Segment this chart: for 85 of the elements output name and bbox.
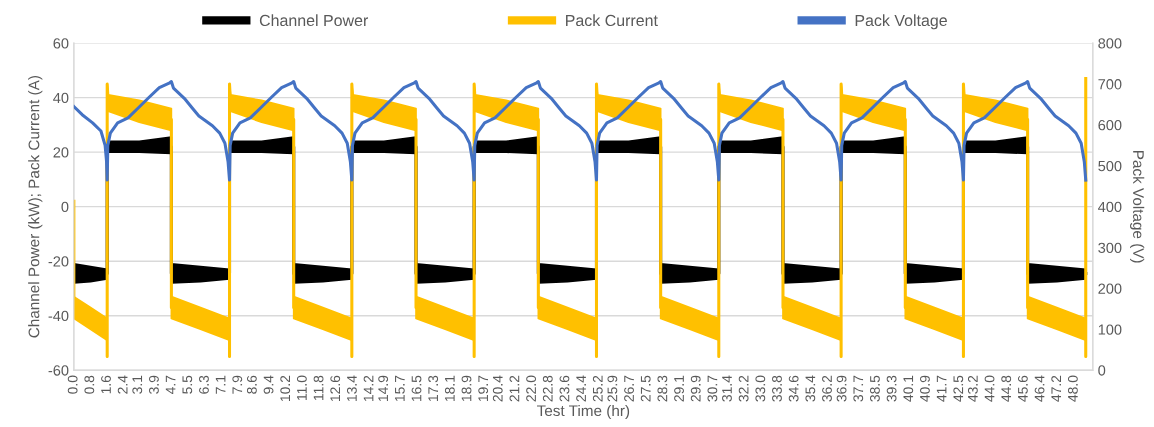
x-tick-label: 48.0 xyxy=(1067,375,1078,402)
x-tick-label: 28.3 xyxy=(657,375,668,402)
y-tick-label: 40 xyxy=(53,92,69,104)
x-tick-label: 7.1 xyxy=(215,375,226,394)
x-tick-label: 31.4 xyxy=(722,375,732,402)
x-tick-label: 44.8 xyxy=(1001,375,1012,402)
legend-label: Channel Power xyxy=(259,14,369,27)
x-tick-label: 25.2 xyxy=(592,375,603,402)
x-tick-label: 37.7 xyxy=(853,375,864,402)
y2-tick-label: 700 xyxy=(1098,79,1122,90)
x-tick-label: 12.6 xyxy=(330,375,341,402)
y-tick-label: 20 xyxy=(53,147,69,158)
x-tick-label: 1.6 xyxy=(101,375,111,394)
x-tick-label: 15.7 xyxy=(395,375,405,402)
y-tick-label: 0 xyxy=(61,201,69,213)
x-tick-label: 36.2 xyxy=(822,375,832,402)
x-tick-label: 38.5 xyxy=(870,375,880,402)
x-tick-label: 6.3 xyxy=(199,375,209,394)
x-tick-label: 47.2 xyxy=(1051,375,1061,402)
x-tick-label: 14.2 xyxy=(363,375,374,402)
x-tick-label: 18.9 xyxy=(461,375,472,402)
x-tick-label: 11.8 xyxy=(313,375,324,401)
x-tick-label: 32.2 xyxy=(738,375,749,402)
x-tick-label: 29.9 xyxy=(690,375,701,402)
legend-label: Pack Current xyxy=(566,14,658,27)
x-tick-label: 42.5 xyxy=(953,375,964,402)
x-tick-label: 16.5 xyxy=(411,375,422,402)
y2-tick-label: 300 xyxy=(1098,242,1122,253)
x-tick-label: 44.0 xyxy=(984,375,995,402)
x-tick-label: 34.6 xyxy=(788,375,799,402)
y2-tick-label: 400 xyxy=(1098,201,1122,213)
x-axis-title: Test Time (hr) xyxy=(537,404,630,420)
x-tick-label: 30.7 xyxy=(707,375,718,402)
x-tick-label: 10.2 xyxy=(280,375,291,402)
x-tick-label: 43.2 xyxy=(967,375,978,402)
x-tick-label: 3.9 xyxy=(149,375,159,394)
y-axis-title: Channel Power (kW); Pack Current (A) xyxy=(28,76,43,338)
x-tick-label: 4.7 xyxy=(165,375,176,395)
x-tick-label: 2.4 xyxy=(117,375,128,394)
x-tick-label: 41.7 xyxy=(936,375,947,402)
x-tick-label: 8.6 xyxy=(246,375,257,394)
y-tick-label: -40 xyxy=(48,310,69,322)
x-tick-label: 5.5 xyxy=(182,375,193,394)
x-tick-label: 9.4 xyxy=(263,375,274,394)
x-tick-label: 0.0 xyxy=(67,375,78,394)
x-tick-label: 21.2 xyxy=(509,375,520,402)
y2-tick-label: 800 xyxy=(1098,38,1122,49)
x-tick-label: 33.8 xyxy=(772,375,782,402)
x-tick-label: 35.4 xyxy=(805,375,816,402)
x-tick-label: 20.4 xyxy=(492,375,503,402)
x-tick-label: 45.6 xyxy=(1017,375,1028,402)
x-tick-label: 40.1 xyxy=(903,375,914,402)
legend-label: Pack Voltage xyxy=(855,14,947,30)
y2-tick-label: 600 xyxy=(1098,120,1122,131)
x-tick-label: 0.8 xyxy=(84,375,95,394)
x-tick-label: 23.6 xyxy=(559,375,570,402)
x-tick-label: 22.8 xyxy=(542,375,553,402)
x-tick-label: 22.0 xyxy=(526,375,537,402)
x-tick-label: 25.9 xyxy=(607,375,618,402)
x-tick-label: 11.0 xyxy=(296,375,307,401)
x-tick-label: 19.7 xyxy=(478,375,489,402)
line-series xyxy=(73,80,1088,182)
x-tick-label: 40.9 xyxy=(920,375,930,402)
x-tick-label: 29.1 xyxy=(674,375,684,402)
y-tick-label: 60 xyxy=(53,38,69,49)
y2-axis-title: Pack Voltage (V) xyxy=(1130,151,1145,263)
x-tick-label: 13.4 xyxy=(346,375,357,402)
x-tick-label: 14.9 xyxy=(378,375,389,402)
y-tick-label: -60 xyxy=(48,365,69,376)
y2-tick-label: 100 xyxy=(1098,324,1122,335)
y-tick-label: -20 xyxy=(48,256,69,267)
y2-tick-label: 0 xyxy=(1098,365,1106,376)
x-tick-label: 7.9 xyxy=(232,375,243,394)
x-tick-label: 33.0 xyxy=(755,375,766,402)
x-tick-label: 26.7 xyxy=(624,375,634,402)
x-tick-label: 46.4 xyxy=(1034,375,1045,402)
x-tick-label: 24.4 xyxy=(576,375,586,402)
x-tick-label: 3.1 xyxy=(132,375,143,394)
x-tick-label: 36.9 xyxy=(836,375,847,402)
y2-tick-label: 500 xyxy=(1098,160,1122,172)
y2-tick-label: 200 xyxy=(1098,283,1122,294)
x-tick-label: 39.3 xyxy=(886,375,897,402)
x-tick-label: 17.3 xyxy=(428,375,439,402)
x-tick-label: 27.5 xyxy=(640,375,651,402)
x-tick-label: 18.1 xyxy=(444,375,455,402)
